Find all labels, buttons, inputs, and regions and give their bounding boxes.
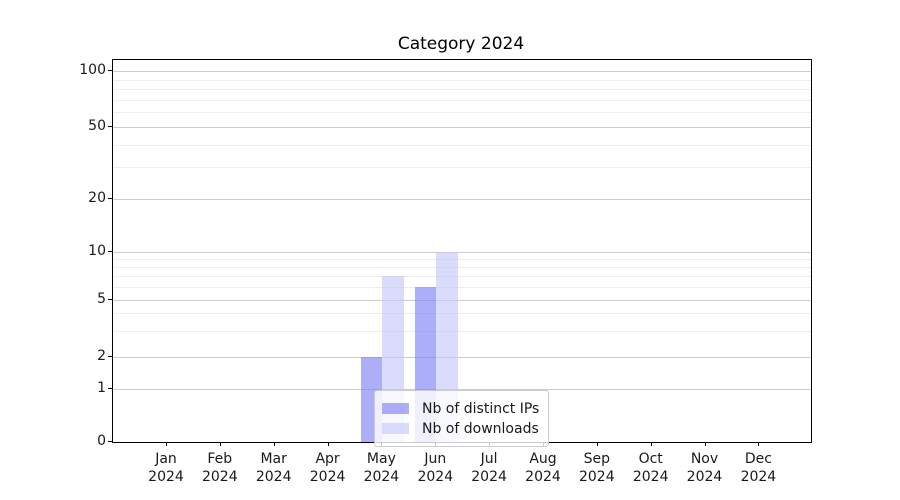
- y-tick-label: 20: [88, 190, 106, 206]
- x-tick-mark: [166, 442, 167, 446]
- legend: Nb of distinct IPs Nb of downloads: [374, 390, 549, 447]
- x-tick-label: Oct 2024: [632, 451, 669, 485]
- y-tick-mark: [108, 298, 112, 300]
- gridline-minor: [113, 99, 811, 101]
- gridline-major: [113, 127, 811, 128]
- x-tick-mark: [273, 442, 275, 446]
- x-tick-label: Feb 2024: [201, 451, 238, 485]
- y-tick-mark: [108, 441, 112, 442]
- legend-label-distinct-ips: Nb of distinct IPs: [422, 400, 540, 417]
- y-tick-label: 0: [97, 433, 106, 449]
- gridline-minor: [113, 313, 811, 315]
- y-tick-label: 50: [88, 118, 106, 134]
- gridline-minor: [113, 331, 811, 333]
- x-tick-mark: [596, 442, 598, 446]
- y-tick-mark: [108, 198, 112, 199]
- x-tick-label: Aug 2024: [525, 451, 561, 485]
- gridline-minor: [113, 112, 811, 114]
- legend-item-distinct-ips: Nb of distinct IPs: [382, 400, 540, 417]
- x-tick-label: Sep 2024: [578, 451, 615, 485]
- legend-swatch-downloads: [382, 423, 409, 434]
- y-tick-mark: [108, 388, 112, 389]
- x-tick-mark: [704, 442, 706, 446]
- x-tick-mark: [758, 442, 760, 446]
- x-tick-label: Apr 2024: [309, 451, 346, 485]
- y-tick-label: 100: [79, 62, 106, 78]
- gridline-minor: [113, 276, 811, 278]
- gridline-minor: [113, 89, 811, 90]
- x-tick-label: Jun 2024: [417, 451, 454, 485]
- gridline-minor: [113, 167, 811, 169]
- gridline-minor: [113, 79, 811, 81]
- gridline-major: [113, 389, 811, 390]
- y-tick-mark: [108, 70, 112, 71]
- x-tick-label: Jul 2024: [471, 451, 507, 485]
- y-tick-label: 1: [97, 380, 106, 396]
- gridline-major: [113, 199, 811, 200]
- y-tick-label: 5: [97, 290, 106, 307]
- x-tick-mark: [327, 442, 329, 446]
- y-tick-mark: [108, 126, 112, 127]
- gridline-major: [113, 71, 811, 72]
- x-tick-label: Mar 2024: [255, 451, 292, 485]
- legend-label-downloads: Nb of downloads: [422, 420, 539, 437]
- gridline-major: [113, 252, 811, 253]
- y-tick-mark: [108, 251, 112, 252]
- plot-area: Nb of distinct IPs Nb of downloads: [112, 59, 812, 447]
- y-tick-label: 10: [88, 243, 106, 259]
- gridline-minor: [113, 287, 811, 288]
- y-tick-label: 2: [97, 347, 106, 364]
- legend-item-downloads: Nb of downloads: [382, 420, 540, 437]
- gridline-minor: [113, 144, 811, 146]
- y-tick-mark: [108, 355, 112, 357]
- legend-swatch-distinct-ips: [382, 403, 409, 414]
- chart-title: Category 2024: [397, 34, 525, 54]
- x-tick-mark: [650, 442, 652, 446]
- gridline-major: [113, 299, 811, 301]
- x-tick-mark: [219, 442, 221, 446]
- x-tick-label: May 2024: [363, 451, 400, 485]
- gridline-major: [113, 356, 811, 358]
- x-tick-label: Nov 2024: [686, 451, 723, 485]
- x-tick-label: Jan 2024: [148, 451, 184, 485]
- x-tick-label: Dec 2024: [740, 451, 777, 485]
- gridline-minor: [113, 259, 811, 261]
- gridline-minor: [113, 267, 811, 269]
